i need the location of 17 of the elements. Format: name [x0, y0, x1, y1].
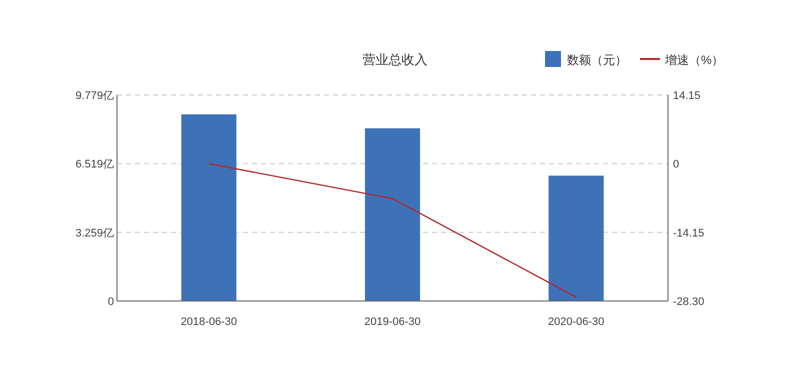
y2-tick-label: 0: [673, 158, 680, 171]
y2-tick-label: -28.30: [673, 296, 704, 308]
bar: [548, 176, 604, 301]
y2-tick-label: 14.15: [673, 90, 701, 102]
x-tick-label: 2019-06-30: [364, 316, 421, 328]
x-tick-label: 2020-06-30: [548, 316, 604, 328]
legend-label: 增速（%）: [664, 53, 724, 67]
y2-tick-label: -14.15: [673, 227, 704, 240]
bar: [181, 114, 236, 301]
legend-label: 数额（元）: [567, 53, 627, 67]
chart-title: 营业总收入: [362, 52, 428, 67]
y-tick-label: 9.779亿: [75, 90, 114, 102]
x-tick-label: 2018-06-30: [180, 316, 237, 328]
bar: [364, 128, 420, 301]
y-tick-label: 0: [108, 296, 114, 308]
y-tick-label: 6.519亿: [75, 158, 114, 171]
y-tick-label: 3.259亿: [75, 227, 114, 240]
